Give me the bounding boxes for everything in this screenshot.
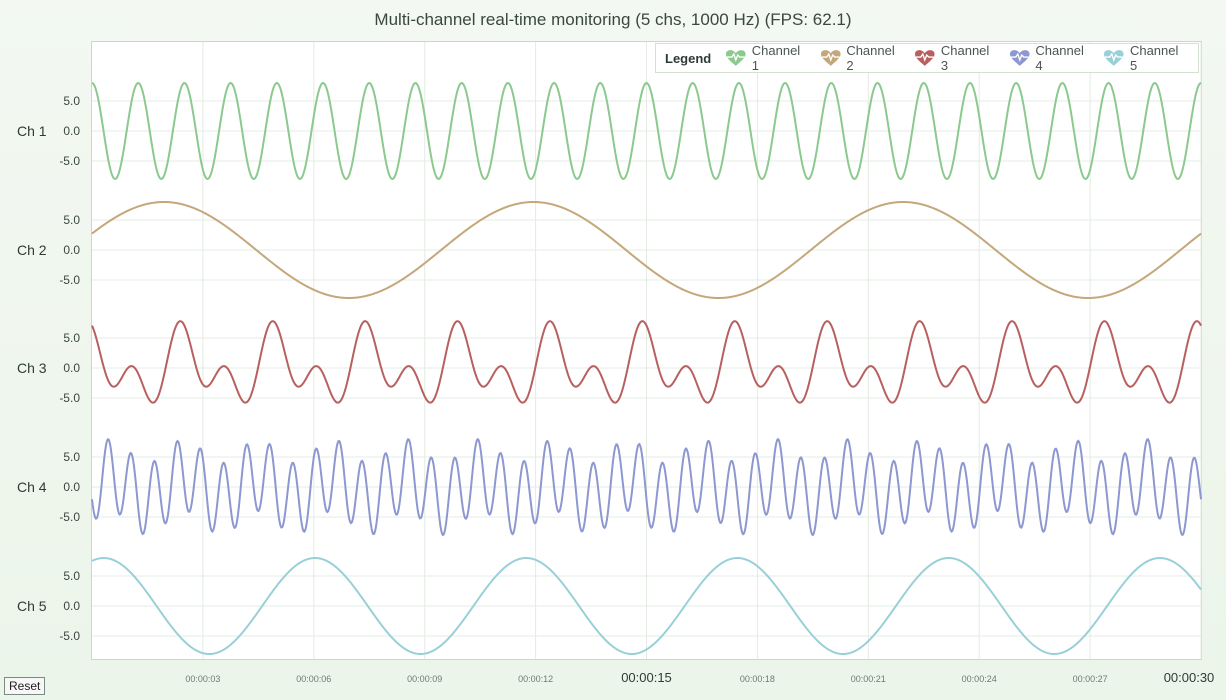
heartbeat-icon [915,50,935,66]
x-tick-label: 00:00:27 [1073,674,1108,684]
y-tick-label: 5.0 [63,569,80,583]
series-line-2 [91,201,1202,299]
legend-item-label: Channel 4 [1035,43,1084,73]
chart-title: Multi-channel real-time monitoring (5 ch… [374,10,852,29]
y-tick-label: 0.0 [63,243,80,257]
x-tick-label: 00:00:30 [1164,670,1215,685]
x-tick-label: 00:00:09 [407,674,442,684]
series-line-1 [91,81,1202,181]
x-tick-label: 00:00:06 [296,674,331,684]
legend-item-channel-1[interactable]: Channel 1 [725,43,810,73]
x-tick-label: 00:00:21 [851,674,886,684]
x-tick-label: 00:00:18 [740,674,775,684]
heartbeat-icon [820,50,841,66]
legend-item-label: Channel 1 [751,43,801,73]
channel-axis-label: Ch 1 [17,123,47,139]
channel-axis-label: Ch 4 [17,479,47,495]
x-tick-label: 00:00:15 [621,670,672,685]
x-tick-label: 00:00:12 [518,674,553,684]
y-tick-label: 5.0 [63,213,80,227]
legend-item-label: Channel 2 [846,43,895,73]
y-tick-label: -5.0 [59,154,80,168]
y-tick-label: 5.0 [63,450,80,464]
y-tick-label: 5.0 [63,331,80,345]
series-line-5 [91,556,1202,656]
legend-item-channel-4[interactable]: Channel 4 [1009,43,1094,73]
channel-axis-label: Ch 5 [17,598,47,614]
heartbeat-icon [1104,50,1124,66]
channel-axis-label: Ch 2 [17,242,47,258]
y-tick-label: 0.0 [63,599,80,613]
legend-item-channel-2[interactable]: Channel 2 [820,43,905,73]
legend-item-label: Channel 5 [1129,43,1179,73]
heartbeat-icon [1009,50,1030,66]
legend-item-label: Channel 3 [940,43,990,73]
legend-item-channel-5[interactable]: Channel 5 [1103,43,1188,73]
y-tick-label: -5.0 [59,273,80,287]
y-tick-label: 0.0 [63,361,80,375]
y-tick-label: -5.0 [59,629,80,643]
reset-button[interactable]: Reset [4,677,46,695]
y-tick-label: 5.0 [63,94,80,108]
series-line-3 [91,320,1202,404]
y-tick-label: 0.0 [63,480,80,494]
legend-item-channel-3[interactable]: Channel 3 [914,43,999,73]
y-tick-label: -5.0 [59,510,80,524]
channel-axis-label: Ch 3 [17,360,47,376]
legend: Legend Channel 1 Channel 2 Channel 3 Channe… [655,43,1199,73]
x-tick-label: 00:00:24 [962,674,997,684]
series-line-4 [91,437,1202,537]
legend-title: Legend [665,50,712,66]
y-tick-label: 0.0 [63,124,80,138]
x-tick-label: 00:00:03 [185,674,220,684]
y-tick-label: -5.0 [59,391,80,405]
heartbeat-icon [726,50,746,66]
